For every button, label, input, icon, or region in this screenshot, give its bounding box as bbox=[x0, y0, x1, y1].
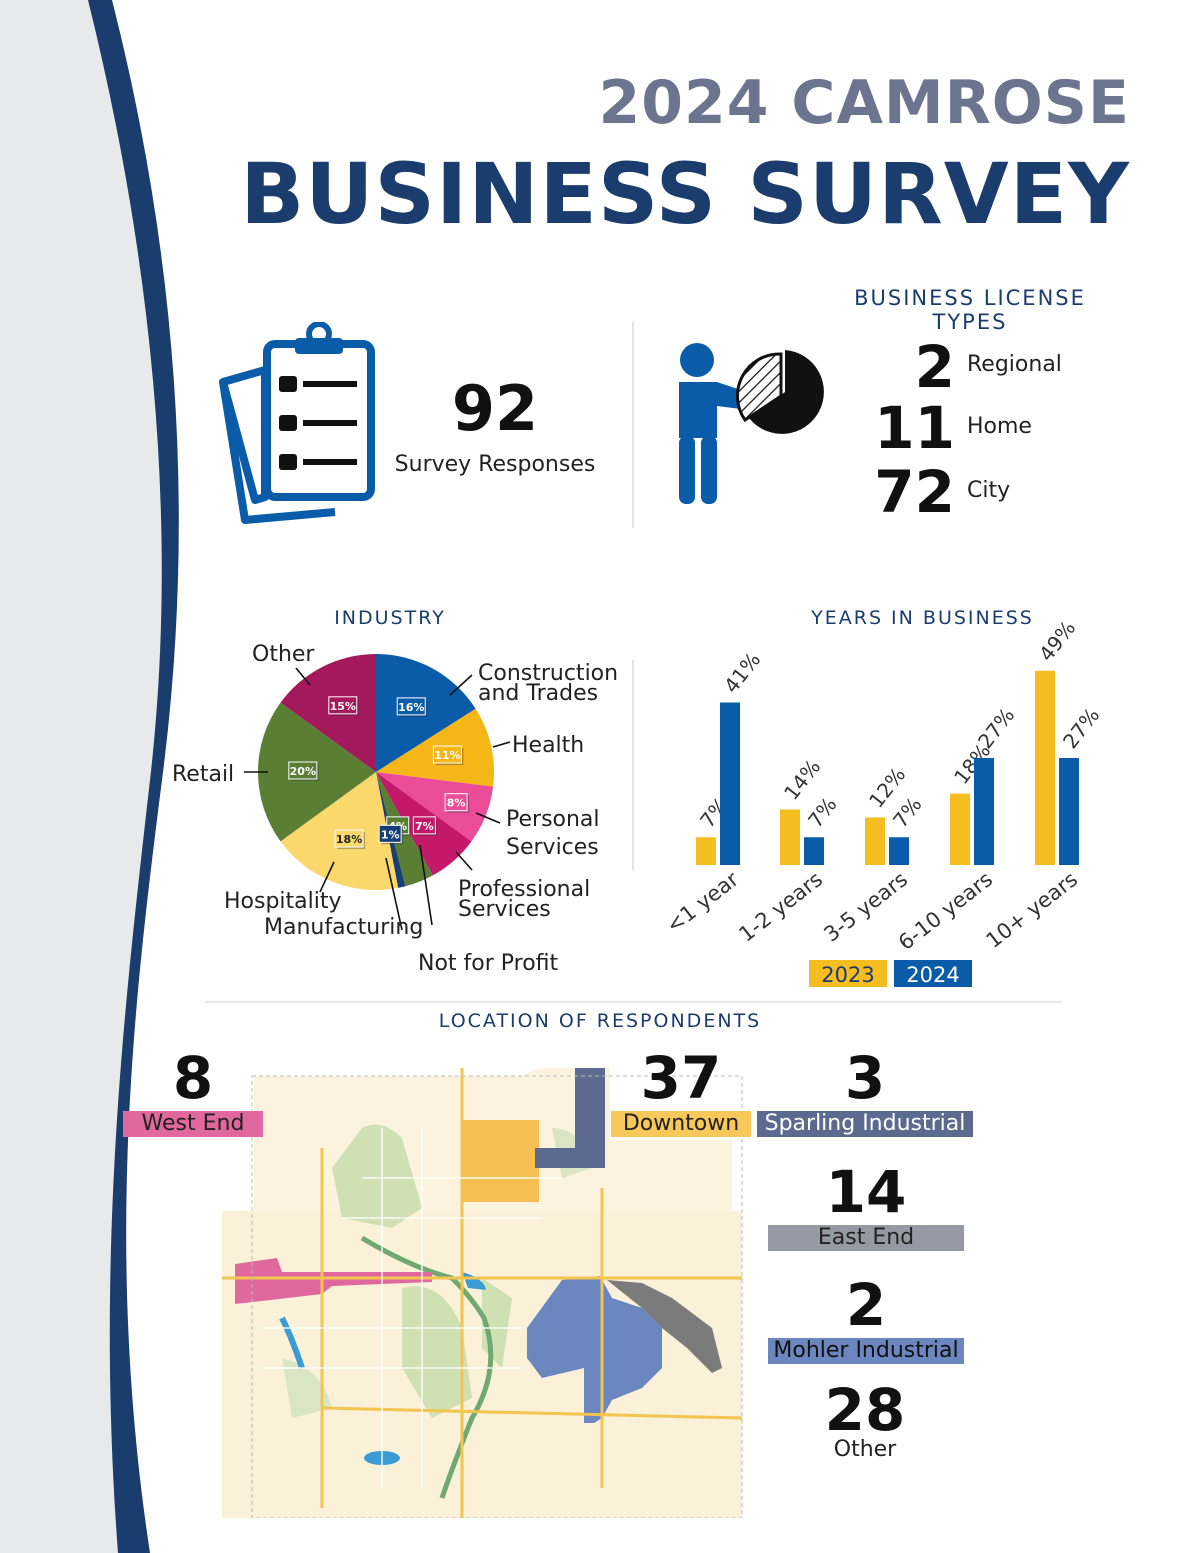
location-tag-east-end: East End bbox=[768, 1225, 964, 1251]
pie-label-not-for-profit: Not for Profit bbox=[418, 951, 559, 976]
bar-2023-10-years bbox=[1035, 670, 1055, 865]
bar-category-1-2-years: 1-2 years bbox=[734, 867, 827, 947]
pie-value-label-retail: 20% bbox=[290, 765, 316, 778]
camrose-map bbox=[222, 1068, 743, 1518]
bar-category-1-year: <1 year bbox=[662, 867, 744, 938]
location-tag-other: Other bbox=[833, 1437, 897, 1462]
license-types-title: BUSINESS LICENSE TYPES bbox=[854, 286, 1086, 334]
pie-slice-construction-and-trades bbox=[376, 654, 476, 772]
pie-slice-personal-services bbox=[376, 772, 494, 842]
pie-value-label-construction-and-trades: 16% bbox=[398, 701, 424, 714]
section-divider bbox=[632, 322, 634, 528]
pie-label-personal-2: Services bbox=[506, 835, 599, 860]
pie-label-hospitality: Hospitality bbox=[224, 889, 342, 914]
bar-category-6-10-years: 6-10 years bbox=[894, 867, 997, 955]
page-title-line1: 2024 CAMROSE bbox=[598, 68, 1130, 138]
location-tag-mohler: Mohler Industrial bbox=[768, 1338, 964, 1364]
pie-value-tag-professional-services bbox=[412, 816, 436, 835]
bar-label-2023-10-years: 49% bbox=[1034, 620, 1080, 666]
pie-label-other: Other bbox=[252, 642, 315, 667]
pie-label-health: Health bbox=[512, 733, 584, 758]
pie-label-professional-2: Services bbox=[458, 897, 551, 922]
pie-slice-other bbox=[280, 654, 376, 772]
pie-value-tag-hospitality bbox=[334, 829, 364, 848]
location-count-downtown: 37 bbox=[640, 1044, 722, 1112]
pie-value-tag-other bbox=[328, 696, 358, 715]
bar-2023-3-5-years bbox=[865, 817, 885, 865]
pie-label-retail: Retail bbox=[172, 762, 234, 787]
location-tag-west-end: West End bbox=[123, 1111, 263, 1137]
location-tag-downtown: Downtown bbox=[611, 1111, 751, 1137]
license-label-city: City bbox=[967, 478, 1011, 503]
pie-label-construction: Construction bbox=[478, 661, 618, 686]
clipboard-checklist-icon bbox=[219, 322, 375, 524]
bar-category-10-years: 10+ years bbox=[982, 867, 1083, 953]
license-count-regional: 2 bbox=[914, 333, 955, 401]
bar-2023-1-2-years bbox=[780, 809, 800, 865]
legend-swatch-2023 bbox=[809, 960, 887, 987]
location-divider bbox=[205, 1001, 1061, 1003]
legend-label-2024: 2024 bbox=[906, 963, 959, 987]
pie-value-label-other: 15% bbox=[330, 700, 356, 713]
pie-value-tag-health bbox=[432, 745, 462, 764]
bar-label-2024-1-2-years: 7% bbox=[803, 793, 841, 833]
industry-chart-title: INDUSTRY bbox=[334, 607, 446, 629]
location-count-west-end: 8 bbox=[172, 1044, 214, 1112]
location-count-mohler: 2 bbox=[845, 1271, 887, 1339]
location-count-sparling: 3 bbox=[844, 1044, 886, 1112]
bar-label-2024-10-years: 27% bbox=[1058, 703, 1104, 753]
license-label-regional: Regional bbox=[967, 352, 1062, 377]
bar-2023-1-year bbox=[696, 837, 716, 865]
pie-value-tag-personal-services bbox=[444, 793, 468, 812]
bar-2024-1-year bbox=[720, 702, 740, 865]
bar-2024-1-2-years bbox=[804, 837, 824, 865]
pie-value-label-personal-services: 8% bbox=[447, 797, 466, 810]
pie-value-label-hospitality: 18% bbox=[336, 833, 362, 846]
location-title: LOCATION OF RESPONDENTS bbox=[438, 1010, 762, 1032]
section-divider-2 bbox=[632, 660, 634, 870]
years-chart-title: YEARS IN BUSINESS bbox=[811, 607, 1034, 629]
legend-label-2023: 2023 bbox=[821, 963, 874, 987]
pie-value-label-health: 11% bbox=[434, 749, 460, 762]
bar-label-2024-1-year: 41% bbox=[719, 648, 765, 698]
page-title-line2: BUSINESS SURVEY bbox=[240, 145, 1130, 243]
pie-label-personal: Personal bbox=[506, 807, 600, 832]
location-tag-sparling: Sparling Industrial bbox=[757, 1111, 973, 1137]
location-count-east-end: 14 bbox=[825, 1158, 907, 1226]
bar-2023-6-10-years bbox=[950, 793, 970, 865]
pie-label-professional: Professional bbox=[458, 877, 590, 902]
bar-2024-10-years bbox=[1059, 757, 1079, 865]
pie-value-tag-manufacturing bbox=[378, 824, 402, 843]
survey-responses-count: 92 bbox=[451, 372, 539, 445]
pie-label-manufacturing: Manufacturing bbox=[264, 915, 423, 940]
pie-value-label-manufacturing: 1% bbox=[381, 828, 400, 841]
bar-2024-3-5-years bbox=[889, 837, 909, 865]
pie-label-construction-2: and Trades bbox=[478, 681, 598, 706]
industry-pie-chart: 16%11%8%7%4%1%18%20%15% Construction and… bbox=[172, 642, 618, 976]
license-count-city: 72 bbox=[874, 458, 955, 526]
pie-value-label-professional-services: 7% bbox=[415, 820, 434, 833]
location-count-other: 28 bbox=[824, 1376, 906, 1444]
bar-2024-6-10-years bbox=[974, 757, 994, 865]
pie-value-tag-retail bbox=[288, 761, 318, 780]
survey-responses-label: Survey Responses bbox=[394, 452, 596, 477]
presenter-pie-chart-icon bbox=[679, 343, 824, 504]
license-count-home: 11 bbox=[874, 394, 955, 462]
legend-swatch-2024 bbox=[894, 960, 972, 987]
pie-value-tag-construction-and-trades bbox=[396, 697, 426, 716]
license-label-home: Home bbox=[967, 414, 1032, 439]
